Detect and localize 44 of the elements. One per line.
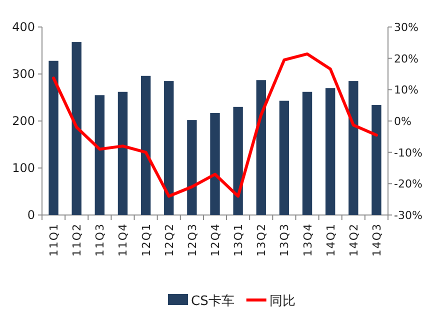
- y2-tick-label: -20%: [394, 178, 422, 191]
- y-tick-label: 200: [12, 114, 35, 128]
- y2-tick-label: 30%: [394, 21, 418, 34]
- bar: [372, 105, 382, 215]
- bar: [279, 100, 290, 215]
- x-tick-label: 14Q1: [324, 223, 338, 257]
- y2-tick-label: 10%: [394, 84, 418, 97]
- bar: [187, 120, 197, 215]
- x-tick-label: 11Q3: [94, 223, 107, 257]
- x-tick-label: 12Q3: [186, 223, 199, 257]
- bar: [256, 80, 266, 215]
- y-tick-label: 300: [12, 67, 35, 81]
- y2-tick-label: -30%: [394, 209, 422, 222]
- bar: [233, 106, 243, 215]
- x-tick-label: 12Q2: [162, 223, 176, 257]
- bar: [164, 81, 174, 215]
- legend-label: 同比: [269, 294, 296, 309]
- y-tick-label: 100: [12, 161, 35, 175]
- legend-label: CS卡车: [191, 294, 234, 309]
- y2-tick-label: 20%: [394, 52, 418, 66]
- y2-tick-label: 0%: [394, 115, 412, 128]
- bar: [94, 95, 105, 215]
- x-tick-label: 12Q4: [209, 223, 222, 257]
- x-tick-label: 13Q3: [278, 223, 292, 257]
- x-tick-label: 14Q2: [347, 223, 360, 257]
- x-tick-label: 11Q1: [48, 223, 61, 257]
- bar: [348, 81, 358, 215]
- x-tick-label: 13Q2: [255, 223, 268, 257]
- bar: [118, 92, 128, 215]
- y-tick-label: 400: [12, 20, 35, 34]
- x-tick-label: 13Q1: [232, 223, 246, 257]
- x-tick-label: 14Q3: [370, 223, 384, 257]
- x-tick-label: 11Q4: [116, 223, 130, 257]
- bar: [302, 92, 312, 215]
- bar: [72, 42, 82, 215]
- bar: [140, 76, 151, 215]
- y2-tick-label: -10%: [394, 146, 422, 160]
- bar: [210, 113, 220, 215]
- bar: [325, 88, 336, 215]
- x-tick-label: 11Q2: [70, 223, 84, 257]
- y-tick-label: 0: [27, 208, 35, 222]
- x-tick-label: 12Q1: [140, 223, 153, 257]
- x-tick-label: 13Q4: [301, 223, 314, 257]
- bar: [48, 60, 58, 215]
